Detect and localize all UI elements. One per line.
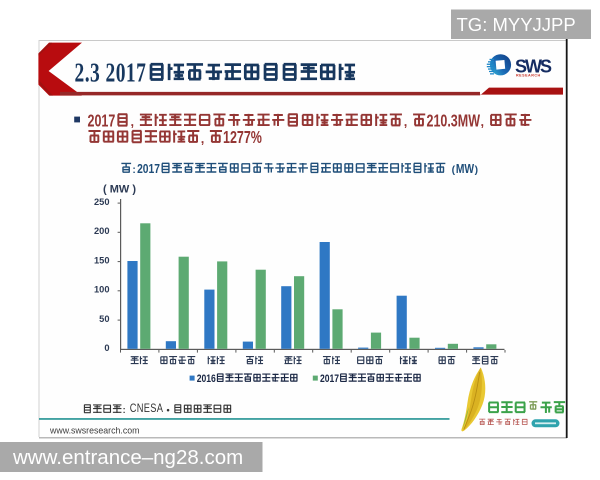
svg-text::: : [132,165,135,176]
svg-text:2.3 2017: 2.3 2017 [75,58,147,88]
svg-text:www.swsresearch.com: www.swsresearch.com [49,426,139,436]
svg-text:3: 3 [451,112,458,131]
svg-text:250: 250 [94,197,110,207]
svg-text:2: 2 [427,112,434,131]
svg-text:150: 150 [94,255,110,265]
svg-text:,: , [404,114,408,129]
svg-text:,: , [131,114,135,129]
svg-text:1: 1 [149,162,155,176]
svg-text:2: 2 [320,373,325,385]
svg-text:2: 2 [230,128,237,147]
svg-text:0: 0 [440,112,447,131]
svg-text:www.entrance–ng28.com: www.entrance–ng28.com [12,446,243,469]
svg-text:6: 6 [211,373,216,385]
svg-text:W: W [464,162,475,176]
svg-text:7: 7 [154,162,160,176]
svg-text:1: 1 [206,373,211,385]
svg-text:0: 0 [143,162,149,176]
svg-text:): ) [475,165,478,176]
svg-text:1: 1 [223,128,230,147]
svg-text:1: 1 [434,112,441,131]
svg-text:7: 7 [244,128,251,147]
svg-text:1: 1 [330,373,335,385]
svg-text:50: 50 [99,314,109,324]
svg-text:,: , [201,131,205,146]
svg-text:2: 2 [137,162,143,176]
svg-text:0: 0 [325,373,330,385]
svg-text:TG: MYYJJPP: TG: MYYJJPP [457,14,576,35]
svg-text:M: M [458,112,468,131]
svg-text:( MW ): ( MW ) [103,184,136,196]
svg-text:7: 7 [237,128,244,147]
svg-text:,: , [481,114,485,129]
svg-text:(: ( [452,165,456,176]
svg-text:•: • [167,405,170,415]
svg-text:2: 2 [197,373,202,385]
svg-text:.: . [447,112,450,131]
svg-text:1: 1 [101,112,108,131]
svg-text:7: 7 [334,373,339,385]
svg-text:M: M [456,162,465,176]
svg-text:CNESA: CNESA [130,402,164,415]
svg-text:RESEARCH: RESEARCH [516,74,541,78]
svg-text:200: 200 [94,226,110,236]
svg-text:SWS: SWS [515,56,552,76]
svg-text:100: 100 [94,285,110,295]
svg-text:%: % [251,128,262,147]
svg-text:2: 2 [88,112,95,131]
svg-text::: : [123,405,126,415]
svg-text:0: 0 [104,343,109,353]
svg-text:W: W [468,112,481,131]
svg-text:0: 0 [95,112,102,131]
svg-text:0: 0 [202,373,207,385]
svg-text:7: 7 [108,112,115,131]
